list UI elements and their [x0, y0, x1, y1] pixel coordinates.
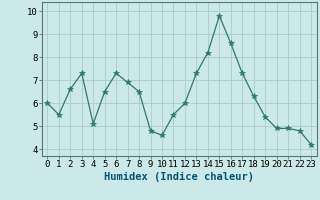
- X-axis label: Humidex (Indice chaleur): Humidex (Indice chaleur): [104, 172, 254, 182]
